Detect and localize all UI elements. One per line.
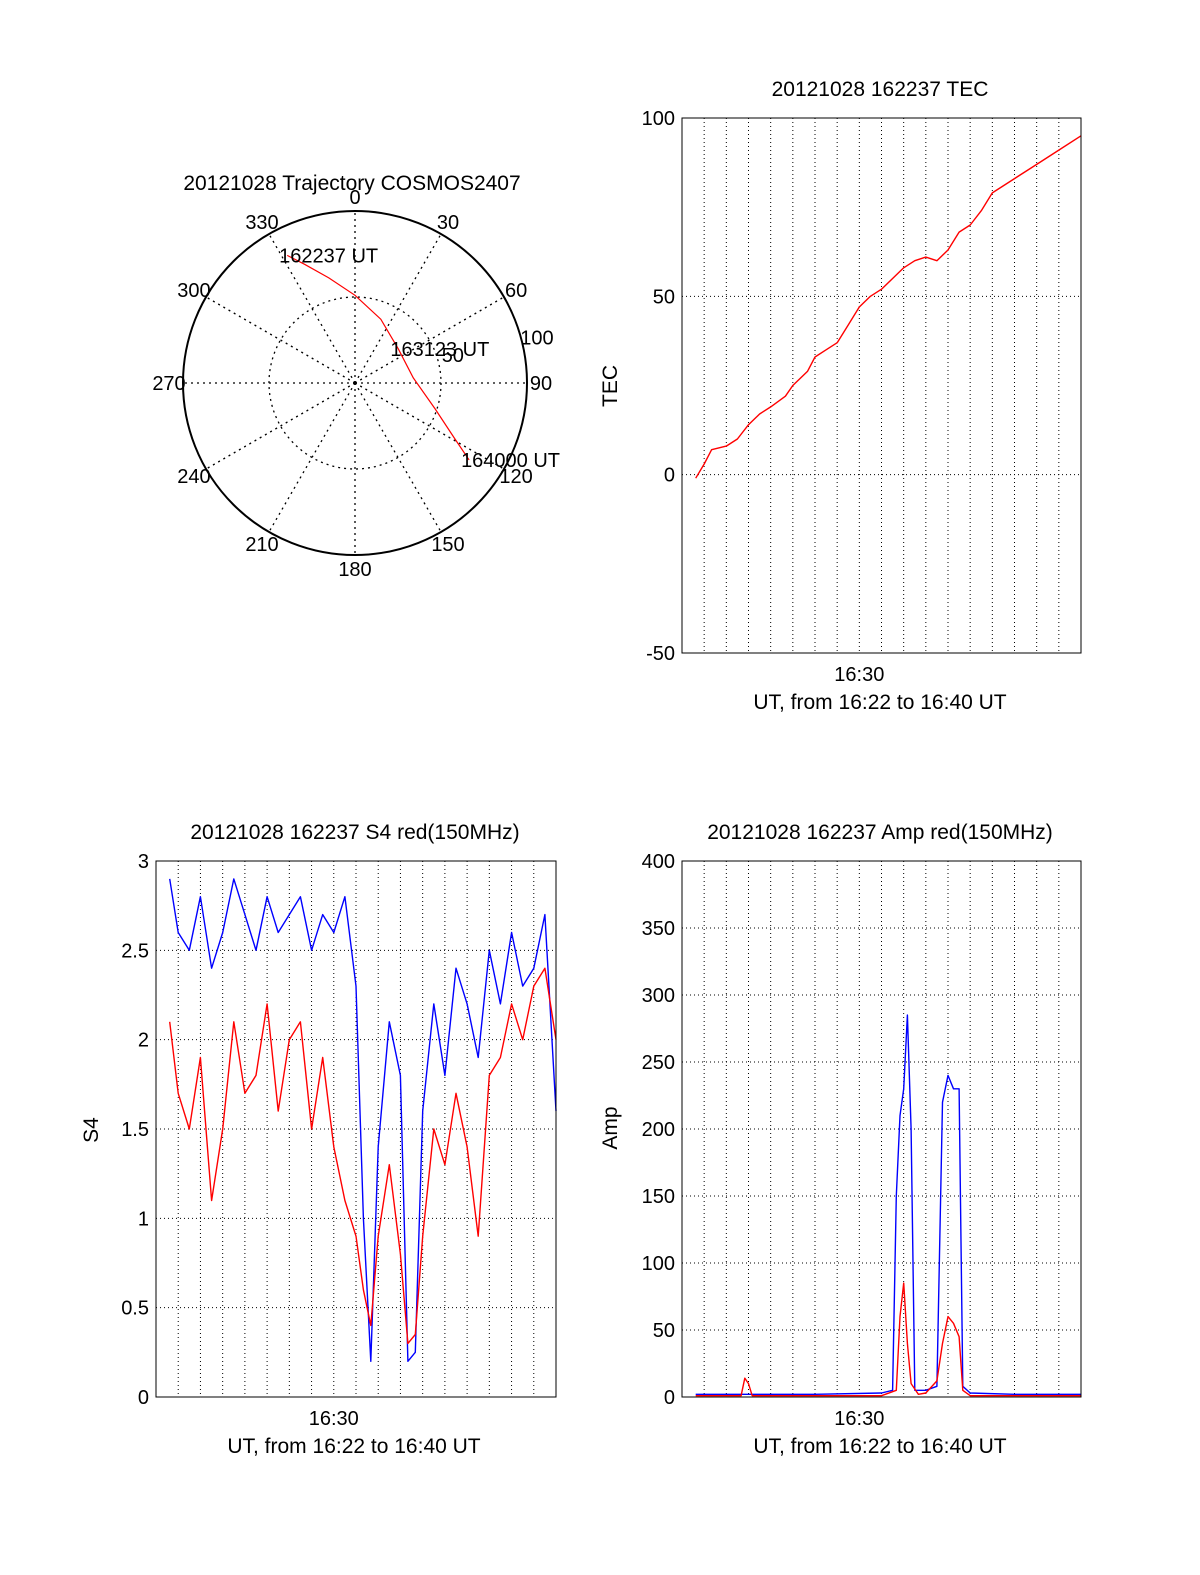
tec-panel: 20121028 162237 TEC -50 0 50 100 16:30 UT, … <box>599 78 1082 714</box>
s4-title: 20121028 162237 S4 red(150MHz) <box>190 821 519 844</box>
amp-ytick-label: 300 <box>642 985 675 1007</box>
amp-frame <box>681 860 1082 1398</box>
polar-series <box>286 254 470 461</box>
polar-angle-label: 30 <box>437 212 459 234</box>
amp-grid <box>682 861 1081 1397</box>
polar-spoke-210 <box>268 382 356 533</box>
polar-angle-label: 180 <box>338 559 371 581</box>
tec-frame <box>681 117 1082 654</box>
polar-radial-labels: 50 100 <box>442 327 554 367</box>
polar-time-annotation: 163123 UT <box>390 339 489 361</box>
amp-ytick-labels: 0 50 100 150 200 250 300 350 400 <box>642 851 675 1409</box>
amp-series-red <box>695 1282 1081 1397</box>
tec-series <box>695 135 1082 479</box>
polar-time-annotation: 162237 UT <box>279 245 378 267</box>
polar-angle-label: 60 <box>505 280 527 302</box>
s4-ytick-label: 1.5 <box>121 1119 149 1141</box>
polar-spoke-240 <box>205 382 356 470</box>
polar-radial-label: 100 <box>520 327 553 349</box>
tec-series-red <box>695 135 1082 479</box>
polar-spoke-330 <box>268 233 356 384</box>
s4-series <box>169 878 557 1363</box>
amp-ylabel: Amp <box>599 1106 622 1149</box>
polar-radial-label: 50 <box>442 345 464 367</box>
s4-ytick-label: 0 <box>138 1387 149 1409</box>
amp-series-blue <box>695 1014 1081 1396</box>
s4-ylabel: S4 <box>80 1117 103 1143</box>
polar-panel: 20121028 Trajectory COSMOS2407 0 30 60 90 12… <box>152 172 560 581</box>
tec-xlabel: UT, from 16:22 to 16:40 UT <box>753 691 1006 714</box>
amp-ytick-label: 350 <box>642 918 675 940</box>
s4-xtick-labels: 16:30 <box>309 1408 359 1430</box>
polar-annotations: 162237 UT 163123 UT 164000 UT <box>279 245 560 472</box>
tec-xtick-label: 16:30 <box>834 664 884 686</box>
polar-spoke-60 <box>354 296 505 384</box>
tec-title: 20121028 162237 TEC <box>772 78 989 101</box>
polar-trajectory-line <box>286 254 470 461</box>
polar-spoke-30 <box>354 233 442 384</box>
amp-ytick-label: 200 <box>642 1119 675 1141</box>
polar-angle-label: 150 <box>431 534 464 556</box>
polar-angle-label: 90 <box>530 373 552 395</box>
s4-series-blue <box>169 878 557 1363</box>
tec-ytick-label: 100 <box>642 108 675 130</box>
tec-ytick-labels: -50 0 50 100 <box>642 108 675 665</box>
polar-angle-label: 330 <box>245 212 278 234</box>
amp-ytick-label: 100 <box>642 1253 675 1275</box>
amp-xlabel: UT, from 16:22 to 16:40 UT <box>753 1435 1006 1458</box>
polar-spoke-150 <box>354 382 442 533</box>
s4-ytick-label: 3 <box>138 851 149 873</box>
amp-ytick-label: 150 <box>642 1186 675 1208</box>
polar-angle-label: 240 <box>177 466 210 488</box>
tec-ytick-label: 0 <box>664 465 675 487</box>
s4-grid <box>156 861 556 1397</box>
amp-panel: 20121028 162237 Amp red(150MHz) 0 50 100 15… <box>599 821 1082 1458</box>
polar-angle-label: 0 <box>349 187 360 209</box>
s4-ytick-label: 0.5 <box>121 1298 149 1320</box>
s4-panel: 20121028 162237 S4 red(150MHz) 0 0.5 1 1.5 2… <box>80 821 557 1458</box>
polar-angle-label: 270 <box>152 373 185 395</box>
polar-time-annotation: 164000 UT <box>461 450 560 472</box>
s4-ytick-label: 2.5 <box>121 940 149 962</box>
s4-xlabel: UT, from 16:22 to 16:40 UT <box>227 1435 480 1458</box>
s4-ytick-labels: 0 0.5 1 1.5 2 2.5 3 <box>121 851 149 1409</box>
s4-xtick-label: 16:30 <box>309 1408 359 1430</box>
s4-series-red <box>169 967 557 1345</box>
polar-spoke-300 <box>205 296 356 384</box>
polar-angle-label: 120 <box>499 466 532 488</box>
amp-xtick-labels: 16:30 <box>834 1408 884 1430</box>
s4-ytick-label: 1 <box>138 1208 149 1230</box>
tec-ytick-label: 50 <box>653 286 675 308</box>
amp-ytick-label: 250 <box>642 1052 675 1074</box>
amp-ytick-label: 50 <box>653 1320 675 1342</box>
polar-grid <box>183 211 527 555</box>
amp-title: 20121028 162237 Amp red(150MHz) <box>707 821 1053 844</box>
polar-angle-labels: 0 30 60 90 120 150 180 210 240 270 300 330 <box>152 187 552 581</box>
amp-ytick-label: 0 <box>664 1387 675 1409</box>
s4-ytick-label: 2 <box>138 1030 149 1052</box>
polar-spoke-120 <box>354 382 505 470</box>
tec-ytick-label: -50 <box>646 643 675 665</box>
tec-grid <box>682 118 1081 653</box>
polar-outer-circle <box>182 210 528 556</box>
s4-frame <box>155 860 557 1398</box>
amp-xtick-label: 16:30 <box>834 1408 884 1430</box>
amp-series <box>695 1014 1081 1397</box>
tec-ylabel: TEC <box>599 365 622 407</box>
polar-angle-label: 300 <box>177 280 210 302</box>
polar-title: 20121028 Trajectory COSMOS2407 <box>183 172 520 195</box>
polar-angle-label: 210 <box>245 534 278 556</box>
amp-ytick-label: 400 <box>642 851 675 873</box>
tec-xtick-labels: 16:30 <box>834 664 884 686</box>
